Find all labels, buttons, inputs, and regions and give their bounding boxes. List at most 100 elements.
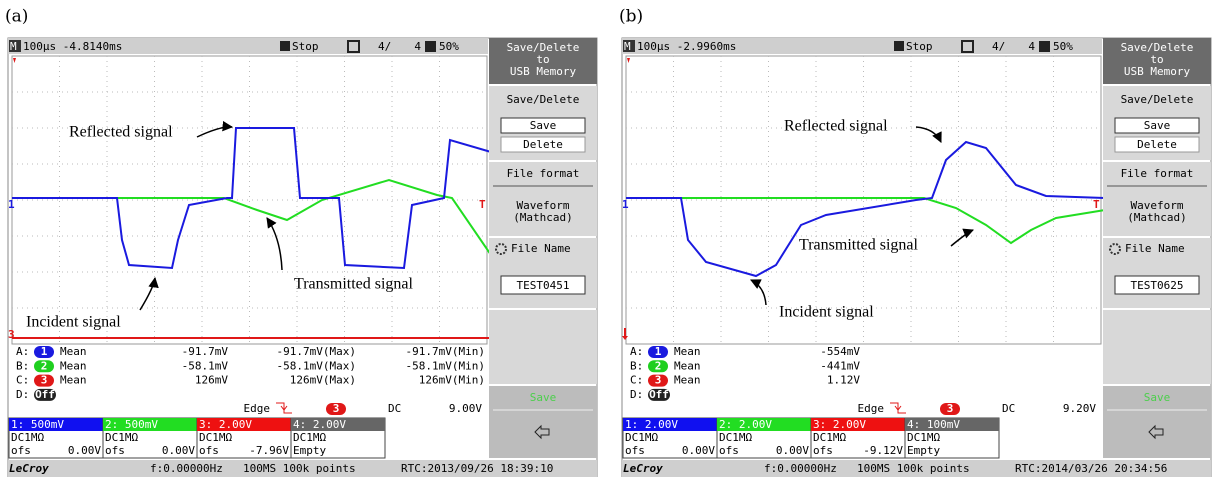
timebase: 100µs -4.8140ms [23, 40, 122, 53]
channel-ofs-label: Empty [293, 444, 326, 457]
run-state: Stop [906, 40, 933, 53]
meas-value: 1.12V [827, 374, 860, 387]
mode-icon: M [624, 40, 631, 53]
meas-slot: B: [16, 359, 29, 372]
panel-label: (a) [5, 7, 28, 27]
trigger-level: 9.00V [449, 402, 482, 415]
meas-slot: D: [630, 388, 643, 401]
trigger-mode: Edge [244, 402, 271, 415]
channel-ofs-label: ofs [625, 444, 645, 457]
meas-value: -441mV [820, 359, 860, 372]
annotation: Transmitted signal [799, 237, 919, 254]
menu-option: Delete [523, 138, 563, 151]
frequency: f:0.00000Hz [764, 462, 837, 475]
page: 4/ [378, 40, 391, 53]
annotation: Transmitted signal [294, 276, 414, 293]
meas-stat: Mean [60, 359, 87, 372]
menu-text: USB Memory [510, 65, 577, 78]
trigger-marker: T [479, 198, 486, 211]
trigger-channel: 3 [947, 402, 954, 415]
meas-stat: Mean [674, 345, 701, 358]
channel-coupling: DC1MΩ [719, 431, 752, 444]
meas-channel: 2 [655, 359, 662, 372]
sampling: 100MS 100k points [857, 462, 970, 475]
channel-label: 1: 500mV [11, 418, 64, 431]
annotation: Reflected signal [69, 124, 173, 141]
zoom: 50% [439, 40, 459, 53]
meas-stat: Mean [60, 345, 87, 358]
menu-option: Delete [1137, 138, 1177, 151]
meas-value: -554mV [820, 345, 860, 358]
meas-max: -58.1mV(Max) [277, 359, 356, 372]
menu-option: Save [1144, 119, 1171, 132]
channel-ofs: -9.12V [863, 444, 903, 457]
meas-channel: Off [35, 388, 55, 401]
frequency: f:0.00000Hz [150, 462, 223, 475]
channel-ofs: -7.96V [249, 444, 289, 457]
meas-slot: A: [16, 345, 29, 358]
channel-ofs-label: ofs [199, 444, 219, 457]
clock: RTC:2014/03/26 20:34:56 [1015, 462, 1167, 475]
meas-value: 126mV [195, 374, 228, 387]
grid-area [12, 56, 487, 344]
trigger-level: 9.20V [1063, 402, 1096, 415]
menu-text: Save/Delete [507, 93, 580, 106]
menu-text: Save/Delete [1121, 93, 1194, 106]
mode-icon: M [10, 40, 17, 53]
channel-ofs: 0.00V [68, 444, 101, 457]
filename: TEST0625 [1131, 279, 1184, 292]
meas-channel: 3 [41, 374, 48, 387]
menu-option: Save [530, 119, 557, 132]
menu-action: Save [1144, 391, 1171, 404]
menu-text: (Mathcad) [1127, 211, 1187, 224]
zoom-icon [425, 41, 436, 52]
channel-ofs-label: ofs [11, 444, 31, 457]
trigger-coupling: DC [388, 402, 401, 415]
meas-channel: 2 [41, 359, 48, 372]
stop-icon [894, 41, 904, 51]
page: {"panels": [ {"label": "(a)", "status": … [0, 0, 1216, 477]
menu-box [1103, 310, 1211, 384]
ch1-marker: 1 [622, 198, 629, 211]
figure: (a)M100µs -4.8140msStop4/450%13TReflecte… [0, 0, 1216, 477]
meas-slot: B: [630, 359, 643, 372]
channel-ofs: 0.00V [682, 444, 715, 457]
menu-text: File format [1121, 167, 1194, 180]
channel-label: 2: 2.00V [719, 418, 772, 431]
body: (a)M100µs -4.8140msStop4/450%13TReflecte… [0, 0, 1216, 477]
meas-channel: 1 [655, 345, 662, 358]
trigger-marker: T [1093, 198, 1100, 211]
annotation: Incident signal [779, 304, 874, 321]
meas-max: 126mV(Max) [290, 374, 356, 387]
panel-label: (b) [619, 7, 643, 27]
clock: RTC:2013/09/26 18:39:10 [401, 462, 553, 475]
meas-stat: Mean [674, 359, 701, 372]
channel-label: 4: 100mV [907, 418, 960, 431]
channel-coupling: DC1MΩ [625, 431, 658, 444]
zoom-icon [1039, 41, 1050, 52]
annotation: Incident signal [26, 314, 121, 331]
grid-area [626, 56, 1101, 344]
menu-text: File format [507, 167, 580, 180]
meas-slot: D: [16, 388, 29, 401]
channel-label: 4: 2.00V [293, 418, 346, 431]
meas-value: -91.7mV [182, 345, 229, 358]
stop-icon [280, 41, 290, 51]
meas-slot: C: [630, 374, 643, 387]
channel-ofs-label: ofs [719, 444, 739, 457]
meas-slot: C: [16, 374, 29, 387]
channel-ofs: 0.00V [162, 444, 195, 457]
meas-slot: A: [630, 345, 643, 358]
menu-box [489, 310, 597, 384]
trigger-mode: Edge [858, 402, 885, 415]
meas-channel: 1 [41, 345, 48, 358]
ch3-marker: 3 [8, 328, 15, 341]
meas-channel: 3 [655, 374, 662, 387]
channel-label: 2: 500mV [105, 418, 158, 431]
meas-min: 126mV(Min) [419, 374, 485, 387]
channel-coupling: DC1MΩ [199, 431, 232, 444]
annotation: Reflected signal [784, 118, 888, 135]
trigger-coupling: DC [1002, 402, 1015, 415]
channel-coupling: DC1MΩ [11, 431, 44, 444]
meas-min: -91.7mV(Min) [406, 345, 485, 358]
